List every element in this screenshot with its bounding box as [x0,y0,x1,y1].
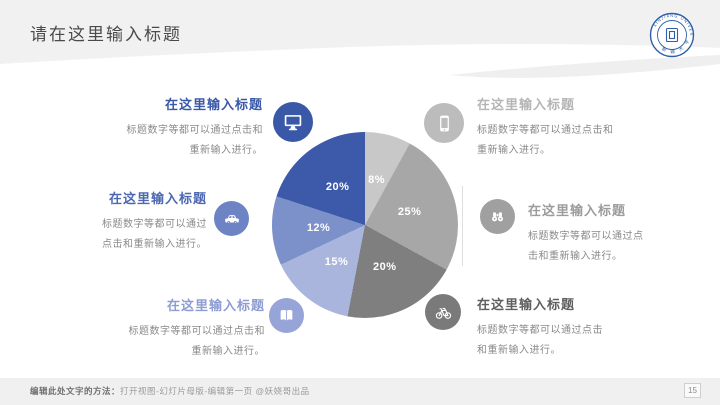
pie-slice-label: 20% [373,261,397,274]
item-body-line1: 标题数字等都可以通过 [102,219,207,230]
footer-note: 编辑此处文字的方法：打开视图-幻灯片母版-编辑第一页 @妖娆哥出品 [30,385,310,397]
footer-note-bold: 编辑此处文字的方法： [30,386,121,396]
item-body-line2: 重新输入进行。 [477,145,551,156]
bicycle-icon-circle [425,294,461,330]
list-item-right-1: 在这里输入标题 标题数字等都可以通过点击和 重新输入进行。 [477,94,662,161]
pie-slice-label: 8% [368,173,386,186]
page-number: 15 [684,383,701,398]
binoculars-icon-circle [480,199,515,234]
item-body-line2: 和重新输入进行。 [477,345,561,356]
vertical-divider [462,186,463,266]
list-item-left-1: 在这里输入标题 标题数字等都可以通过点击和 重新输入进行。 [78,94,263,161]
item-title: 在这里输入标题 [166,298,265,313]
list-item-right-3: 在这里输入标题 标题数字等都可以通过点击 和重新输入进行。 [477,294,662,361]
item-body-line2: 击和重新输入进行。 [528,251,623,262]
binoculars-icon [492,212,503,222]
item-body-line2: 点击和重新输入进行。 [102,239,207,250]
item-title: 在这里输入标题 [528,203,627,218]
item-body-line1: 标题数字等都可以通过点 [528,231,644,242]
pie-chart: 8% 25% 20% 15% 12% 20% [272,132,458,318]
car-icon [224,214,239,224]
smartphone-icon-circle [424,103,464,143]
item-body-line1: 标题数字等都可以通过点击 [477,325,603,336]
list-item-left-2: 在这里输入标题 标题数字等都可以通过 点击和重新输入进行。 [22,188,207,255]
pie-slice-label: 12% [306,221,331,234]
footer-band [0,378,720,405]
pie-slice-label: 20% [325,181,350,194]
car-icon-circle [214,201,249,236]
item-title: 在这里输入标题 [477,97,576,112]
book-icon [280,310,293,321]
university-seal-icon: XINJIANG UNIVERSITY 新 疆 大 学 [648,11,695,58]
footer-note-rest: 打开视图-幻灯片母版-编辑第一页 @妖娆哥出品 [120,386,310,396]
pie-slice-label: 25% [397,206,422,219]
slide-title: 请在这里输入标题 [30,25,182,44]
item-title: 在这里输入标题 [108,191,207,206]
item-title: 在这里输入标题 [477,297,576,312]
book-icon-circle [269,298,304,333]
item-body-line1: 标题数字等都可以通过点击和 [128,326,265,337]
item-body-line2: 重新输入进行。 [189,145,263,156]
list-item-left-3: 在这里输入标题 标题数字等都可以通过点击和 重新输入进行。 [80,295,265,362]
monitor-icon-circle [273,102,313,142]
pie-slice-label: 15% [324,255,349,268]
item-title: 在这里输入标题 [164,97,263,112]
smartphone-icon [439,115,449,131]
item-body-line1: 标题数字等都可以通过点击和 [477,125,614,136]
monitor-icon [284,115,302,131]
header-wave [0,0,720,78]
item-body-line2: 重新输入进行。 [191,346,265,357]
item-body-line1: 标题数字等都可以通过点击和 [126,125,263,136]
bicycle-icon [435,307,451,319]
list-item-right-2: 在这里输入标题 标题数字等都可以通过点 击和重新输入进行。 [528,200,713,267]
